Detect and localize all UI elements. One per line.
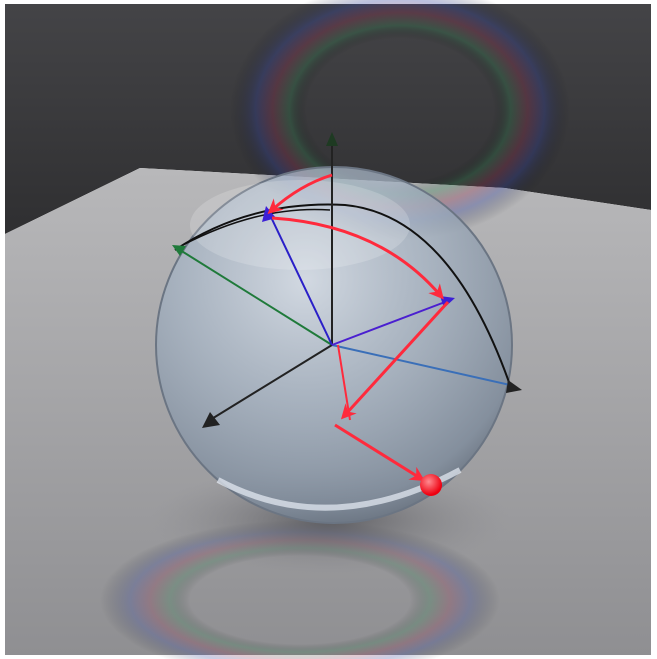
state-vector-1 xyxy=(269,214,333,346)
trajectory-drop-line xyxy=(337,344,351,421)
state-vector-2 xyxy=(331,301,446,346)
meridian-circle xyxy=(182,208,331,246)
final-state-point xyxy=(420,474,442,496)
equator-circle xyxy=(174,203,511,386)
sphere-highlight xyxy=(190,180,410,270)
trajectory-arc-2 xyxy=(271,216,444,300)
y-axis-arrowhead-icon xyxy=(506,380,522,393)
trajectory-arc-1 xyxy=(267,173,333,214)
z-axis-arrowhead-icon xyxy=(326,132,338,146)
x-axis-arrowhead-icon xyxy=(172,245,186,256)
neg-x-axis-arrowhead-icon xyxy=(202,412,220,428)
trajectory-line-3 xyxy=(340,300,450,420)
neg-x-axis xyxy=(209,344,333,421)
trajectory-line-4 xyxy=(334,423,426,482)
x-axis xyxy=(179,249,333,346)
y-axis xyxy=(331,344,511,386)
